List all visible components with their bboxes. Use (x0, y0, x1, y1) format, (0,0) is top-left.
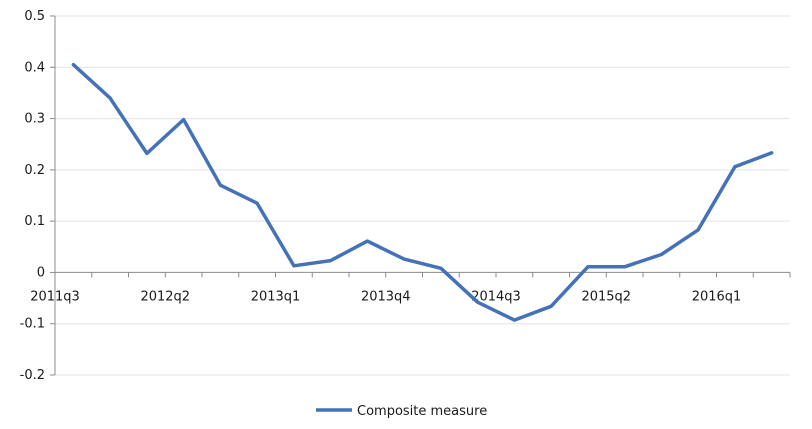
data-point (182, 118, 186, 122)
data-point (512, 318, 516, 322)
data-point (329, 259, 333, 263)
data-point (145, 151, 149, 155)
data-point (770, 151, 774, 155)
data-point (218, 183, 222, 187)
data-point (659, 252, 663, 256)
data-point (696, 228, 700, 232)
x-tick-label: 2013q4 (361, 289, 411, 304)
data-point (402, 257, 406, 261)
x-tick-label: 2012q2 (140, 289, 190, 304)
x-tick-label: 2011q3 (30, 289, 80, 304)
y-tick-label: 0 (37, 265, 45, 280)
series-group (71, 62, 774, 322)
data-point (549, 304, 553, 308)
x-tick-label: 2016q1 (692, 289, 742, 304)
legend-label-composite-measure: Composite measure (357, 404, 487, 419)
data-point (292, 264, 296, 268)
x-tick-label: 2013q1 (251, 289, 301, 304)
data-point (733, 165, 737, 169)
data-point (108, 96, 112, 100)
y-tick-label: 0.2 (24, 163, 45, 178)
x-tick-label: 2015q2 (581, 289, 631, 304)
data-point (365, 239, 369, 243)
data-point (71, 63, 75, 67)
y-tick-label: 0.4 (24, 60, 45, 75)
y-axis-ticks: 0.5 0.4 0.3 0.2 0.1 0 -0.1 -0.2 (20, 9, 55, 383)
legend: Composite measure (316, 404, 487, 419)
series-line-composite-measure (71, 62, 774, 322)
data-point (439, 266, 443, 270)
y-tick-label: -0.1 (20, 317, 45, 332)
data-point (255, 201, 259, 205)
y-tick-label: -0.2 (20, 368, 45, 383)
data-point (476, 300, 480, 304)
gridlines (55, 15, 790, 376)
x-tick-label: 2014q3 (471, 289, 521, 304)
x-axis-ticks: 2011q3 2012q2 2013q1 2013q4 2014q3 2015q2 2016… (30, 272, 791, 304)
data-point (586, 265, 590, 269)
data-point (623, 265, 627, 269)
y-tick-label: 0.1 (24, 214, 45, 229)
y-tick-label: 0.5 (24, 9, 45, 24)
y-tick-label: 0.3 (24, 112, 45, 127)
